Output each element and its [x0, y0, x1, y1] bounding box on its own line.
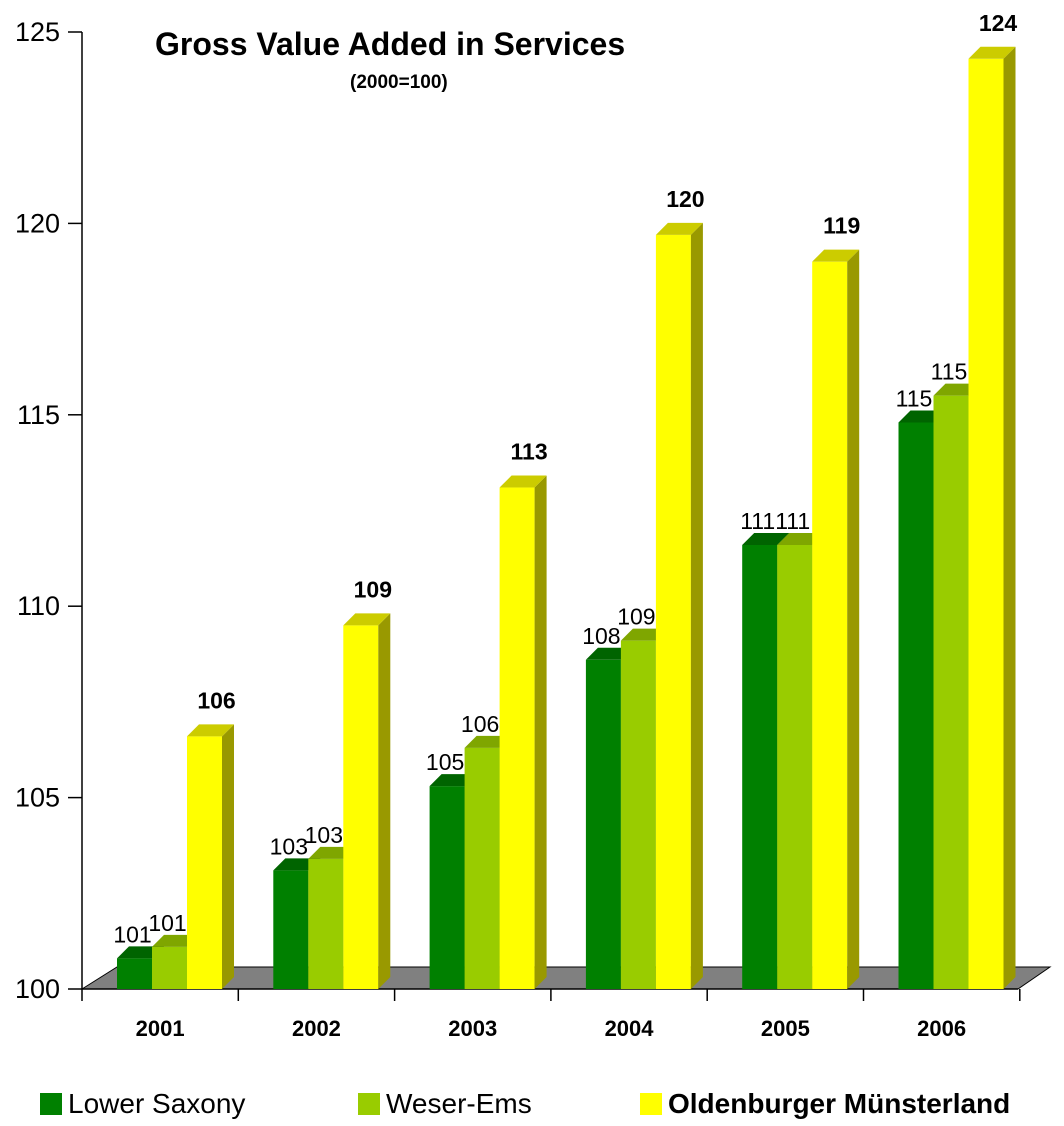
bar-side [222, 724, 234, 989]
data-label: 119 [823, 213, 860, 239]
bar [343, 625, 379, 989]
x-tick-label: 2002 [292, 1016, 341, 1041]
legend-swatch [640, 1093, 662, 1115]
bar [898, 422, 934, 989]
data-label: 108 [582, 623, 620, 649]
bar [812, 261, 848, 989]
bar-side [847, 249, 860, 989]
y-tick-label: 110 [17, 591, 60, 621]
data-label: 109 [617, 604, 655, 630]
bar-top [499, 475, 547, 488]
bar-top [655, 222, 703, 235]
bar [429, 786, 465, 989]
bar [308, 858, 344, 989]
x-tick-label: 2001 [136, 1016, 185, 1041]
bar-chart: 100 105 110 115 120 125 2001 2002 2003 2004 2005 20… [15, 10, 1052, 1041]
data-label: 101 [148, 910, 186, 936]
bar-top [187, 724, 234, 737]
bar-top [343, 613, 391, 626]
bar [117, 958, 152, 989]
bar [655, 234, 691, 989]
y-tick-label: 120 [15, 208, 60, 238]
legend-label: Lower Saxony [68, 1088, 246, 1119]
bar [187, 736, 222, 989]
x-tick-label: 2005 [761, 1016, 810, 1041]
bar [585, 659, 621, 989]
bar-top [968, 46, 1016, 59]
data-label: 103 [305, 822, 343, 848]
chart-subtitle: (2000=100) [350, 72, 448, 93]
bar-top [812, 249, 860, 262]
data-label: 111 [740, 508, 775, 534]
bar-side [690, 222, 703, 989]
bar-side [378, 613, 391, 989]
bar [968, 58, 1004, 989]
data-label: 113 [511, 439, 548, 465]
legend-label: Weser-Ems [386, 1088, 532, 1119]
y-tick-label: 125 [15, 17, 60, 47]
data-label: 115 [931, 359, 968, 385]
data-label: 103 [270, 833, 308, 859]
legend-item-oldenburger-munsterland: Oldenburger Münsterland [640, 1088, 1010, 1120]
y-tick-label: 105 [15, 783, 60, 813]
bar-side [1003, 46, 1016, 989]
data-label: 106 [197, 687, 235, 713]
data-label: 115 [896, 385, 933, 411]
bar [933, 395, 969, 989]
data-label: 120 [666, 186, 704, 212]
data-label: 106 [461, 711, 499, 737]
bar [777, 544, 813, 989]
data-label: 124 [979, 10, 1018, 36]
chart-title: Gross Value Added in Services [155, 26, 626, 62]
bar [273, 870, 309, 989]
y-tick-label: 115 [17, 400, 60, 430]
x-tick-label: 2006 [917, 1016, 966, 1041]
legend-item-lower-saxony: Lower Saxony [40, 1088, 245, 1120]
x-tick-label: 2004 [605, 1016, 655, 1041]
legend-item-weser-ems: Weser-Ems [358, 1088, 532, 1120]
legend-swatch [40, 1093, 62, 1115]
x-tick-label: 2003 [448, 1016, 497, 1041]
data-label: 105 [426, 749, 464, 775]
bar [152, 946, 187, 989]
bar [499, 487, 535, 989]
bar-top [742, 532, 790, 545]
legend-swatch [358, 1093, 380, 1115]
legend-label: Oldenburger Münsterland [668, 1088, 1011, 1119]
bar [464, 747, 500, 989]
bar [742, 544, 778, 989]
data-label: 111 [775, 508, 810, 534]
data-label: 101 [113, 921, 151, 947]
bar-side [534, 475, 547, 990]
bar [620, 640, 656, 989]
y-tick-label: 100 [15, 974, 60, 1004]
data-label: 109 [354, 576, 392, 602]
